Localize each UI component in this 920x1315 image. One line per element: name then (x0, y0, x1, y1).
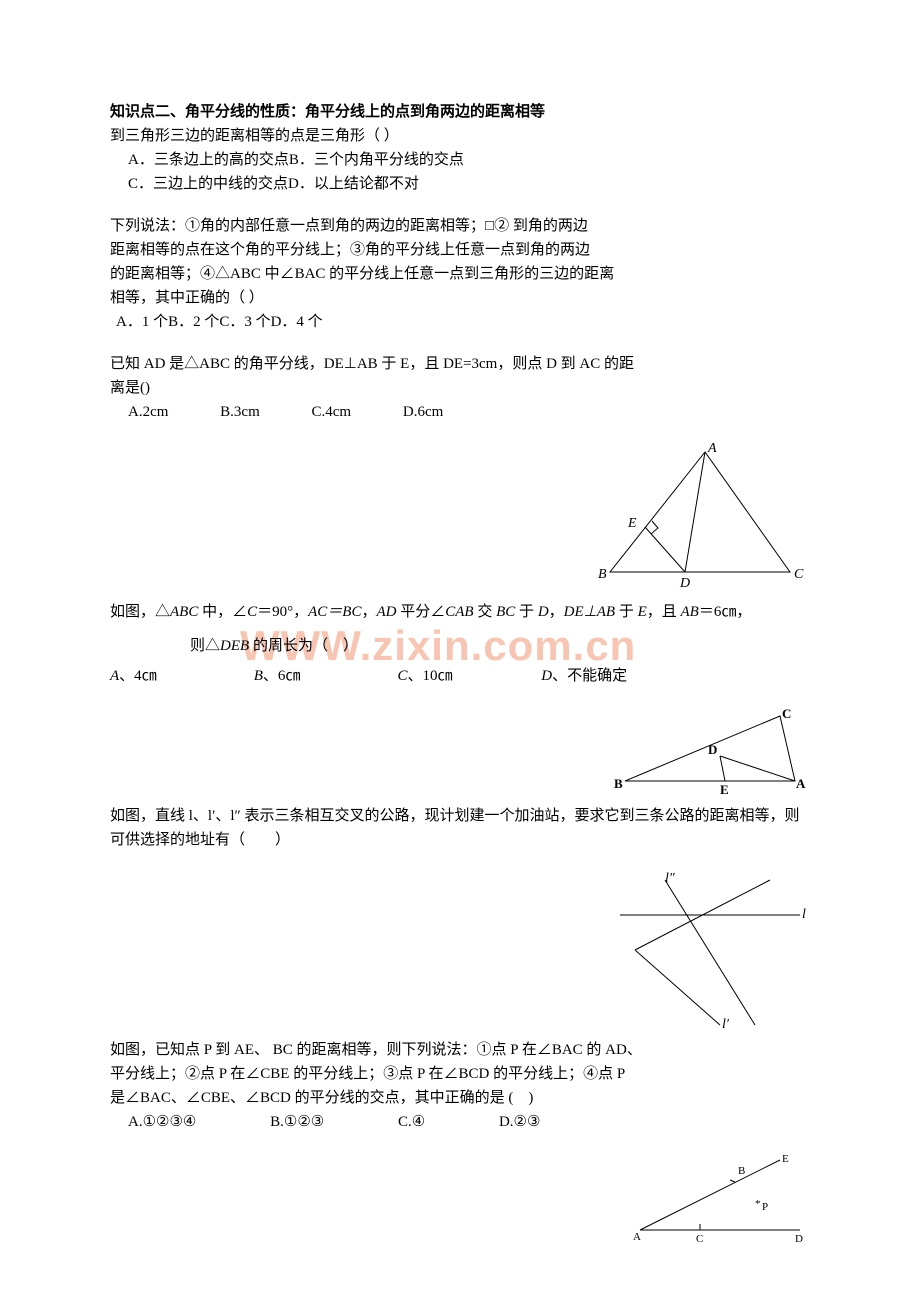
q3-options: A.2cm B.3cm C.4cm D.6cm (110, 400, 810, 424)
q4-optB-v: 、6㎝ (263, 668, 301, 684)
q3-l1: 已知 AD 是△ABC 的角平分线，DE⊥AB 于 E，且 DE=3cm，则点 … (110, 352, 810, 376)
q4-optD-v: 、不能确定 (552, 668, 627, 684)
figure-2-svg: A B C D E (610, 706, 810, 796)
q1-optA: A．三条边上的高的交点 (128, 152, 289, 168)
q3-optA: A.2cm (128, 400, 168, 424)
q1-optC: C．三边上的中线的交点 (128, 176, 288, 192)
q1-options-row1: A．三条边上的高的交点B．三个内角平分线的交点 (110, 148, 810, 172)
fig1-B: B (598, 567, 607, 582)
q4-optB-l: B (254, 668, 263, 684)
figure-3: l″ l l′ (610, 870, 810, 1038)
q3-optC: C.4cm (312, 400, 352, 424)
figure-1-svg: A B C D E (590, 442, 810, 592)
figure-4-svg: A B C D E * P (630, 1152, 810, 1247)
q6-options: A.①②③④ B.①②③ C.④ D.②③ (110, 1110, 810, 1134)
q4-optD-l: D (541, 668, 552, 684)
fig2-D: D (708, 742, 717, 757)
fig1-D: D (679, 576, 690, 591)
t: ABC (170, 604, 198, 620)
question-5: 如图，直线 l、l′、l″ 表示三条相互交叉的公路，现计划建一个加油站，要求它到… (110, 804, 810, 852)
q6-optB: B.①②③ (270, 1110, 324, 1134)
fig1-A: A (707, 442, 717, 456)
q6-optD: D.②③ (499, 1110, 540, 1134)
q6-optC: C.④ (398, 1110, 425, 1134)
fig3-l1: l″ (665, 871, 675, 886)
q2-l2: 距离相等的点在这个角的平分线上；③角的平分线上任意一点到角的两边 (110, 238, 810, 262)
question-4: 如图，△ABC 中，∠C＝90°，AC＝BC，AD 平分∠CAB 交 BC 于 … (110, 600, 810, 688)
q1-optD: D．以上结论都不对 (288, 176, 419, 192)
question-3: 已知 AD 是△ABC 的角平分线，DE⊥AB 于 E，且 DE=3cm，则点 … (110, 352, 810, 424)
q4-optA-l: A (110, 668, 119, 684)
q4-optA-v: 、4㎝ (119, 668, 157, 684)
q3-optD: D.6cm (403, 400, 443, 424)
fig4-D: D (795, 1233, 803, 1245)
q3-optB: B.3cm (220, 400, 260, 424)
t: ＝6㎝， (699, 604, 752, 620)
t: E (638, 604, 647, 620)
t: AB (681, 604, 699, 620)
t: ，且 (647, 604, 681, 620)
t: 如图，△ (110, 604, 170, 620)
q2-l4: 相等，其中正确的（ ） (110, 286, 810, 310)
fig2-A: A (796, 776, 806, 791)
q1-options-row2: C．三边上的中线的交点D．以上结论都不对 (110, 172, 810, 196)
fig3-l2: l′ (722, 1017, 730, 1030)
fig4-E: E (782, 1153, 789, 1165)
q6-l2: 平分线上；②点 P 在∠CBE 的平分线上；③点 P 在∠BCD 的平分线上；④… (110, 1062, 810, 1086)
q2-opts: A．1 个B．2 个C．3 个D．4 个 (110, 310, 810, 334)
q6-l1: 如图，已知点 P 到 AE、 BC 的距离相等，则下列说法：①点 P 在∠BAC… (110, 1038, 810, 1062)
q4-l2: 则△DEB 的周长为（ ） (110, 634, 810, 658)
fig4-A: A (633, 1231, 641, 1243)
question-2: 下列说法：①角的内部任意一点到角的两边的距离相等；□② 到角的两边 距离相等的点… (110, 214, 810, 334)
q4-optC-v: 、10㎝ (408, 668, 453, 684)
fig3-l: l (802, 907, 806, 922)
fig2-B: B (614, 776, 623, 791)
t: 的周长为（ ） (249, 638, 358, 654)
figure-2: A B C D E (610, 706, 810, 804)
fig2-E: E (720, 782, 729, 796)
figure-3-svg: l″ l l′ (610, 870, 810, 1030)
fig4-P-star: * (755, 1198, 761, 1210)
t: 则△ (190, 638, 220, 654)
fig2-C: C (782, 706, 791, 721)
q6-l3: 是∠BAC、∠CBE、∠BCD 的平分线的交点，其中正确的是 ( ) (110, 1086, 810, 1110)
q2-l1: 下列说法：①角的内部任意一点到角的两边的距离相等；□② 到角的两边 (110, 214, 810, 238)
fig1-C: C (794, 567, 804, 582)
fig4-P: P (762, 1201, 768, 1213)
q4-options: A、4㎝ B、6㎝ C、10㎝ D、不能确定 (110, 664, 810, 688)
figure-1: A B C D E (590, 442, 810, 600)
q2-l3: 的距离相等；④△ABC 中∠BAC 的平分线上任意一点到三角形的三边的距离 (110, 262, 810, 286)
q4-optC-l: C (398, 668, 408, 684)
fig4-B: B (738, 1165, 745, 1177)
t: DEB (220, 638, 249, 654)
q1-optB: B．三个内角平分线的交点 (289, 152, 464, 168)
q5-stem: 如图，直线 l、l′、l″ 表示三条相互交叉的公路，现计划建一个加油站，要求它到… (110, 804, 810, 852)
q3-l2: 离是() (110, 376, 810, 400)
fig4-C: C (696, 1233, 703, 1245)
q1-stem: 到三角形三边的距离相等的点是三角形（ ） (110, 124, 810, 148)
figure-4: A B C D E * P (630, 1152, 810, 1255)
q6-optA: A.①②③④ (128, 1110, 196, 1134)
section-title: 知识点二、角平分线的性质：角平分线上的点到角两边的距离相等 (110, 100, 810, 124)
question-6: 如图，已知点 P 到 AE、 BC 的距离相等，则下列说法：①点 P 在∠BAC… (110, 1038, 810, 1134)
fig1-E: E (627, 516, 637, 531)
question-1: 到三角形三边的距离相等的点是三角形（ ） A．三条边上的高的交点B．三个内角平分… (110, 124, 810, 196)
